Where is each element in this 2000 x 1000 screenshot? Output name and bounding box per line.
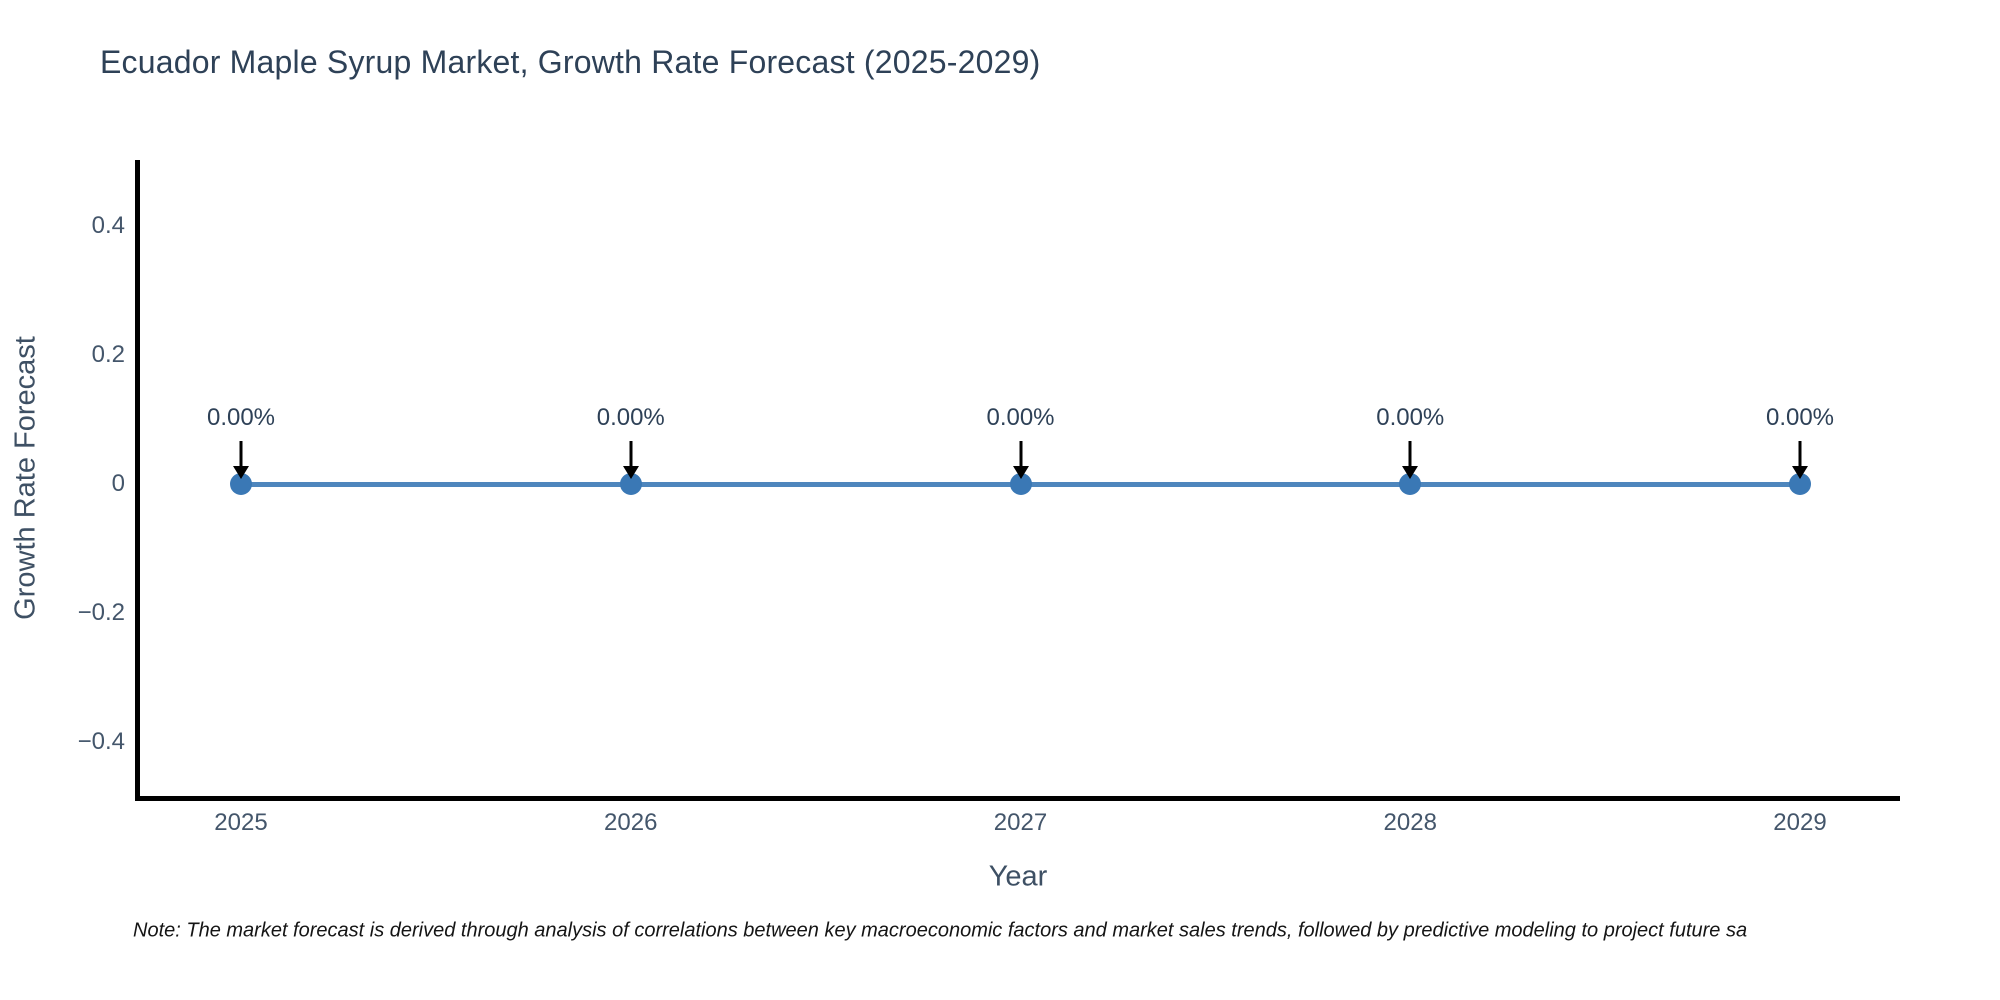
annotation-arrow-head [1792, 466, 1808, 479]
annotation-arrow-head [1402, 466, 1419, 479]
y-axis-line [135, 160, 140, 801]
annotation-label: 0.00% [1376, 404, 1445, 431]
annotation-label: 0.00% [986, 404, 1055, 431]
x-tick-label: 2025 [214, 809, 268, 836]
annotation-arrow-shaft [239, 441, 243, 466]
annotation-label: 0.00% [1765, 404, 1835, 431]
annotation-arrow-shaft [1408, 441, 1412, 466]
annotation-label: 0.00% [206, 404, 276, 431]
x-tick-label: 2028 [1383, 809, 1437, 836]
annotation-label: 0.00% [596, 404, 665, 431]
annotation-arrow-head [233, 466, 249, 479]
annotation-arrow-shaft [1798, 441, 1802, 466]
y-tick-label: 0.4 [91, 212, 125, 239]
x-axis-title: Year [988, 860, 1048, 893]
annotation-arrow-head [622, 466, 639, 479]
x-tick-label: 2027 [993, 809, 1048, 836]
annotation-arrow-shaft [629, 441, 633, 466]
annotation-arrow-shaft [1019, 441, 1022, 466]
y-tick-label: −0.2 [77, 599, 125, 626]
chart-title: Ecuador Maple Syrup Market, Growth Rate … [100, 44, 1041, 80]
y-tick-label: 0.2 [91, 341, 125, 368]
footnote: Note: The market forecast is derived thr… [133, 919, 1748, 942]
x-axis-line [135, 796, 1900, 801]
x-tick-label: 2026 [604, 809, 658, 836]
annotation-arrow-head [1012, 466, 1029, 479]
y-tick-label: 0 [111, 470, 125, 497]
y-tick-label: −0.4 [77, 728, 125, 755]
x-tick-label: 2029 [1773, 809, 1827, 836]
